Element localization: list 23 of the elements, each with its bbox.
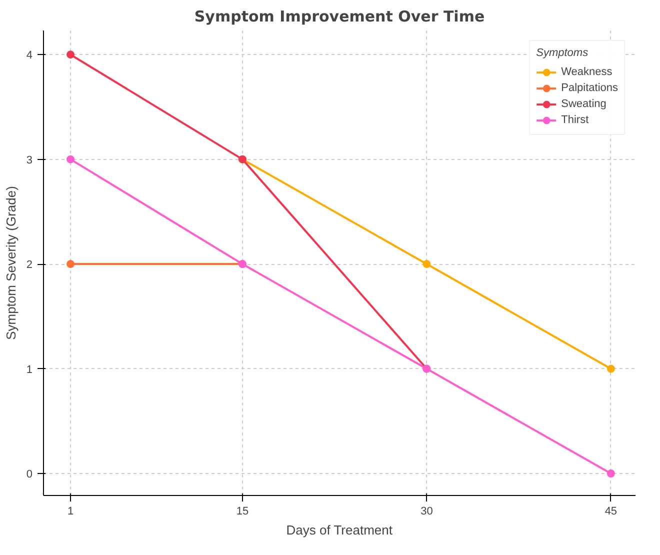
y-tick-label: 0	[26, 468, 33, 481]
x-tick-label: 30	[420, 506, 433, 518]
y-tick-label: 1	[26, 364, 33, 376]
x-tick-label: 1	[67, 506, 74, 518]
legend-label: Palpitations	[561, 81, 618, 96]
legend-label: Weakness	[561, 65, 612, 80]
point	[606, 470, 615, 478]
y-tick-label: 2	[26, 259, 33, 272]
y-tick-label: 4	[26, 50, 33, 62]
point	[66, 155, 75, 164]
point	[66, 260, 75, 268]
y-tick-label: 3	[26, 154, 33, 166]
point	[66, 50, 75, 59]
legend-label: Sweating	[561, 97, 606, 112]
chart-title: Symptom Improvement Over Time	[194, 8, 485, 26]
y-axis-title: Symptom Severity (Grade)	[3, 186, 18, 340]
legend-label: Thirst	[561, 113, 589, 128]
legend-title: Symptoms	[536, 47, 590, 59]
x-axis-title: Days of Treatment	[286, 522, 393, 538]
point	[606, 364, 615, 373]
x-tick-label: 45	[604, 506, 618, 518]
point	[422, 260, 431, 268]
x-tick-label: 15	[236, 506, 249, 518]
